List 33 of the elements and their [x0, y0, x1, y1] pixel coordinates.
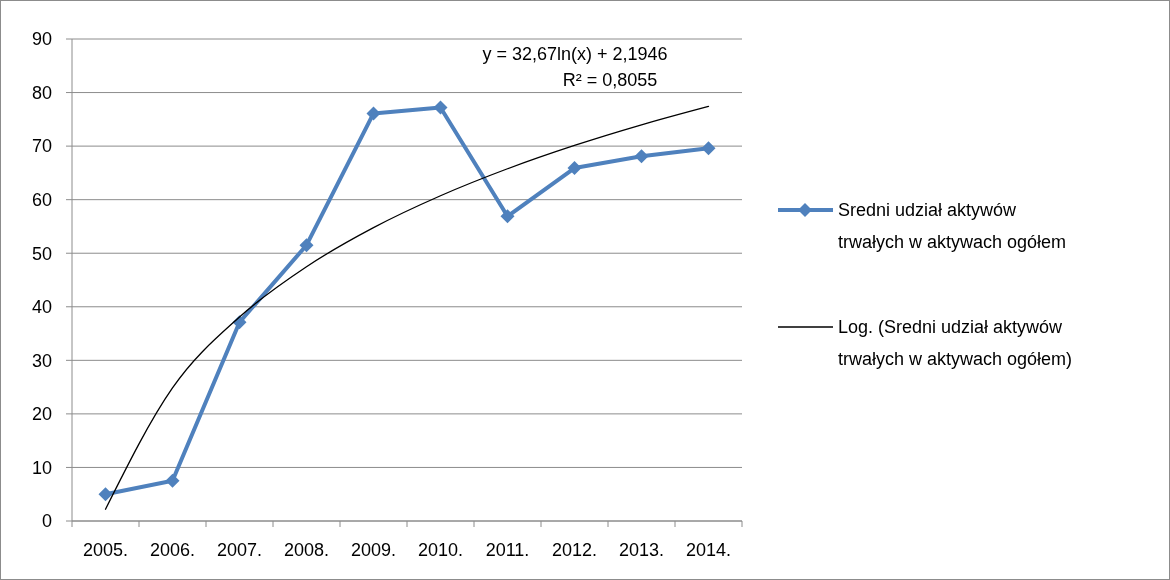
- y-tick-label: 90: [31, 29, 52, 50]
- x-tick-label: 2011.: [485, 540, 530, 560]
- point: [366, 106, 381, 121]
- y-tick-label: 30: [31, 350, 52, 371]
- y-tick-label: 60: [31, 189, 52, 210]
- y-tick-label: 10: [31, 457, 52, 478]
- point: [634, 149, 649, 164]
- y-tick-label: 70: [31, 136, 52, 157]
- point: [433, 100, 448, 115]
- y-tick-label: 40: [31, 297, 52, 318]
- x-tick-label: 2007.: [216, 540, 263, 560]
- x-tick-label: 2012.: [551, 540, 598, 560]
- point: [299, 238, 314, 253]
- point: [500, 209, 515, 224]
- point: [98, 487, 113, 502]
- point: [567, 161, 582, 176]
- annotation: R² = 0,8055: [562, 70, 658, 90]
- x-tick-label: 2010.: [417, 540, 464, 560]
- x-tick-label: 2013.: [618, 540, 665, 560]
- x-tick-label: 2014.: [685, 540, 732, 560]
- y-tick-label: 80: [31, 82, 52, 103]
- x-tick-label: 2008.: [283, 540, 330, 560]
- y-tick-label: 0: [41, 511, 52, 532]
- x-tick-label: 2009.: [350, 540, 397, 560]
- x-tick-label: 2006.: [149, 540, 196, 560]
- legend-label: Log. (Sredni udział aktywów trwałych w aktywach ogółem): [838, 317, 1073, 369]
- point: [165, 473, 180, 488]
- point: [701, 141, 716, 156]
- annotation: y = 32,67ln(x) + 2,1946: [482, 44, 668, 64]
- y-tick-label: 20: [31, 404, 52, 425]
- y-tick-label: 50: [31, 243, 52, 264]
- legend-label: Sredni udział aktywów trwałych w aktywach ogółem: [838, 200, 1067, 252]
- x-tick-label: 2005.: [82, 540, 129, 560]
